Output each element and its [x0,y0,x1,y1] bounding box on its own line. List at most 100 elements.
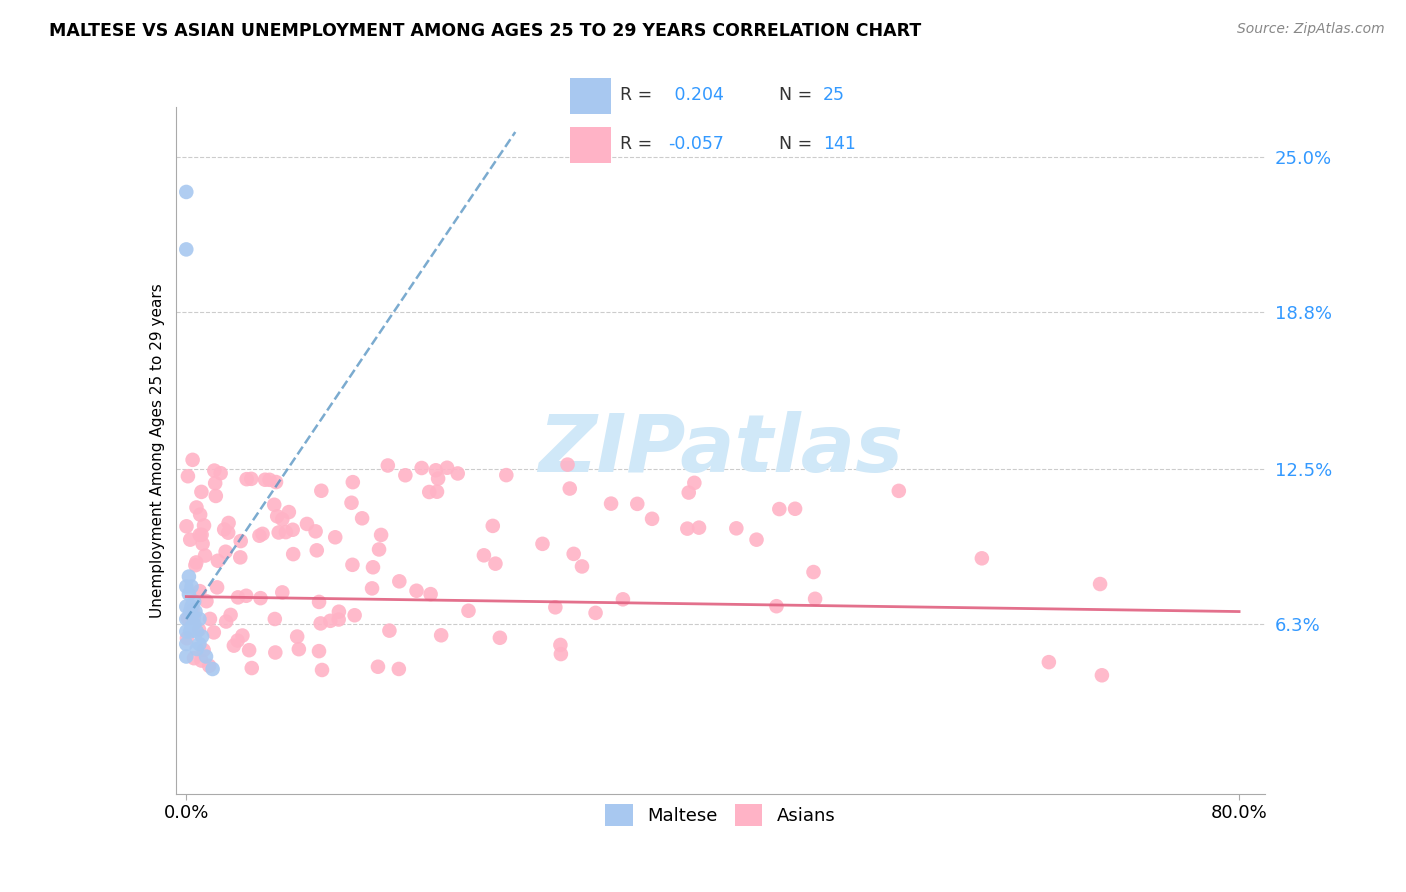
Point [202,625,225,640]
Point [218,516,240,530]
Point [970,551,993,566]
Point [183,651,205,665]
Point [308,595,330,609]
Point [419,587,441,601]
Point [562,547,585,561]
Text: N =: N = [779,135,817,153]
Point [229,550,252,565]
Point [190,654,212,668]
Point [183,594,205,608]
Text: 25: 25 [824,87,845,104]
Point [343,608,366,623]
Point [394,468,416,483]
Text: Source: ZipAtlas.com: Source: ZipAtlas.com [1237,22,1385,37]
Point [328,605,350,619]
Point [274,525,297,540]
Point [531,537,554,551]
Point [319,614,342,628]
Text: R =: R = [620,135,658,153]
Point [195,649,218,664]
Point [323,530,346,544]
Point [226,591,249,605]
Point [204,476,226,491]
Point [193,518,215,533]
Point [235,472,257,486]
Point [231,628,253,642]
Point [249,591,271,606]
Point [304,524,326,539]
Point [489,631,512,645]
Point [240,472,263,486]
Point [186,500,208,515]
Point [612,592,634,607]
Point [472,549,495,563]
Point [183,611,205,625]
Point [179,624,201,639]
Point [264,645,287,659]
Point [745,533,768,547]
Point [481,519,503,533]
Point [201,662,224,676]
Point [285,630,308,644]
Point [222,639,245,653]
Point [550,647,572,661]
Point [188,528,211,542]
Point [558,482,581,496]
Point [191,537,214,551]
Point [217,525,239,540]
Point [238,643,260,657]
Point [249,529,271,543]
Point [378,624,401,638]
Point [281,523,304,537]
Point [641,512,664,526]
Point [180,619,202,633]
Point [626,497,648,511]
Point [254,473,277,487]
Point [361,582,384,596]
Point [803,565,825,579]
Text: N =: N = [779,87,817,104]
Point [252,526,274,541]
Point [188,623,211,637]
Point [411,461,433,475]
Point [209,467,232,481]
Point [361,560,384,574]
Point [295,516,318,531]
Point [180,580,202,594]
Point [177,587,200,601]
Point [1088,577,1111,591]
Point [311,483,333,498]
FancyBboxPatch shape [569,128,610,163]
Point [725,521,748,535]
Point [263,612,285,626]
Point [427,472,450,486]
Point [495,468,517,483]
Point [405,583,427,598]
Point [240,661,263,675]
Legend: Maltese, Asians: Maltese, Asians [598,797,844,833]
Point [430,628,453,642]
Text: 0.204: 0.204 [669,87,724,104]
Point [765,599,787,614]
Point [447,467,470,481]
Point [195,594,218,608]
FancyBboxPatch shape [569,78,610,114]
Point [204,489,226,503]
Point [266,509,288,524]
Point [1038,655,1060,669]
Point [585,606,607,620]
Point [263,498,285,512]
Point [186,642,208,657]
Point [678,485,700,500]
Point [177,569,200,583]
Point [277,505,299,519]
Point [550,638,572,652]
Point [183,617,205,632]
Point [219,607,242,622]
Point [557,458,579,472]
Point [1091,668,1114,682]
Text: ZIPatlas: ZIPatlas [538,411,903,490]
Point [377,458,399,473]
Point [484,557,506,571]
Point [190,484,212,499]
